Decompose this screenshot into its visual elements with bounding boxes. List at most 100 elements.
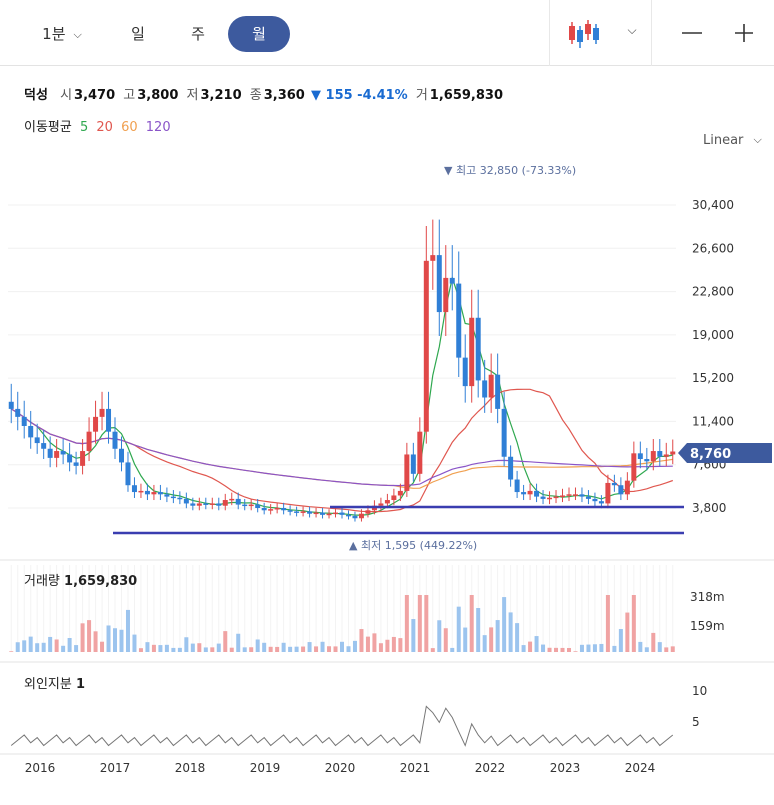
candle-body: [417, 431, 423, 474]
year-tick-label: 2020: [325, 761, 356, 775]
volume-bar: [262, 642, 267, 652]
period-week-button[interactable]: 주: [191, 25, 205, 43]
candle-body: [391, 495, 397, 501]
volume-bar: [541, 644, 546, 652]
year-tick-label: 2024: [625, 761, 656, 775]
moving-average-lines: [10, 275, 674, 516]
volume-bar: [197, 643, 202, 652]
volume-bar: [411, 619, 416, 652]
chart-type-chevron-down-icon[interactable]: ⌵: [627, 23, 637, 37]
candle-body: [605, 482, 611, 504]
volume-bar: [327, 646, 332, 652]
year-tick-label: 2022: [475, 761, 506, 775]
ma-120-label: 120: [145, 120, 171, 135]
volume-bar: [307, 642, 312, 652]
volume-bar: [288, 646, 293, 652]
chart-type-button[interactable]: [563, 14, 603, 52]
volume-bar: [534, 636, 539, 652]
candle-body: [261, 508, 267, 511]
year-tick-label: 2017: [100, 761, 131, 775]
candle-body: [397, 490, 403, 496]
volume-bar: [631, 595, 636, 652]
volume-bar: [80, 623, 85, 652]
candle-body: [501, 408, 507, 457]
volume-bar: [566, 647, 571, 652]
candle-body: [488, 374, 494, 398]
scale-label: Linear: [703, 133, 744, 148]
price-tick-label: 15,200: [692, 371, 734, 385]
candle-body: [384, 500, 390, 504]
candle-body: [8, 401, 14, 409]
volume-bar: [171, 647, 176, 652]
volume-bar: [391, 636, 396, 652]
candle-body: [410, 454, 416, 474]
zoom-out-button[interactable]: [672, 14, 712, 52]
candle-body: [423, 260, 429, 432]
volume-bar: [15, 642, 20, 652]
low-value: 3,210: [200, 88, 242, 103]
ma-20-line: [10, 388, 674, 513]
volume-bar: [385, 639, 390, 652]
volume-bar: [74, 645, 79, 652]
moving-average-legend[interactable]: 이동평균 5 20 60 120: [24, 116, 171, 135]
candle-body: [73, 462, 79, 466]
volume-bar: [352, 640, 357, 652]
candle-body: [345, 514, 351, 517]
volume-bar: [87, 620, 92, 652]
candle-body: [618, 485, 624, 495]
stock-summary: 덕성 시 3,470 고 3,800 저 3,210 종 3,360 ▼ 155 -4.…: [24, 84, 503, 103]
foreign-ownership-line: [10, 705, 674, 747]
candle-body: [307, 511, 313, 514]
candle-body: [670, 451, 676, 455]
chevron-down-icon: ⌵: [73, 28, 82, 41]
candle-body: [553, 496, 559, 499]
foreign-panel-title: 외인지분 1: [24, 673, 85, 692]
volume-bar: [119, 629, 124, 652]
candle-body: [443, 277, 449, 313]
candle-body: [320, 512, 326, 515]
volume-bar: [67, 637, 72, 652]
volume-bar: [210, 647, 215, 652]
volume-bar: [365, 636, 370, 652]
candle-body: [566, 494, 572, 496]
year-tick-label: 2021: [400, 761, 431, 775]
scale-dropdown[interactable]: Linear ⌵: [703, 133, 762, 148]
toolbar-divider: [651, 0, 652, 66]
candle-body: [54, 451, 60, 458]
stock-name: 덕성: [24, 88, 48, 103]
volume-bar: [242, 647, 247, 652]
volume-bar: [573, 651, 578, 652]
volume-bar: [125, 609, 130, 652]
volume-bar: [450, 647, 455, 652]
candle-body: [430, 255, 436, 261]
volume-bar: [340, 641, 344, 652]
volume-bar: [476, 608, 481, 652]
period-day-button[interactable]: 일: [131, 25, 145, 43]
candle-body: [125, 462, 131, 486]
year-tick-label: 2019: [250, 761, 281, 775]
candle-body: [313, 512, 319, 515]
volume-bar: [93, 631, 98, 652]
candle-body: [229, 498, 235, 501]
volume-bar: [314, 646, 319, 652]
time-axis: 2016 2017 2018 2019 2020 2021 2022 2023 2024: [0, 753, 774, 775]
volume-bar: [463, 627, 468, 652]
volume-bar: [268, 646, 273, 652]
volume-bar: [229, 647, 234, 652]
volume-bar: [359, 629, 364, 652]
candle-body: [287, 510, 293, 512]
candle-body: [151, 492, 157, 495]
period-month-button[interactable]: 월: [228, 16, 290, 52]
volume-tick-label: 159m: [690, 619, 725, 633]
volume-bar: [456, 606, 461, 652]
volume-panel-value: 1,659,830: [64, 574, 138, 589]
volume-bar: [275, 646, 280, 652]
candle-body: [177, 497, 183, 500]
candle-body: [196, 503, 202, 506]
period-minute-dropdown[interactable]: 1분 ⌵: [22, 16, 102, 52]
volume-bar: [417, 595, 422, 652]
zoom-in-button[interactable]: [724, 14, 764, 52]
volume-bar: [100, 641, 105, 652]
candle-body: [527, 490, 533, 495]
